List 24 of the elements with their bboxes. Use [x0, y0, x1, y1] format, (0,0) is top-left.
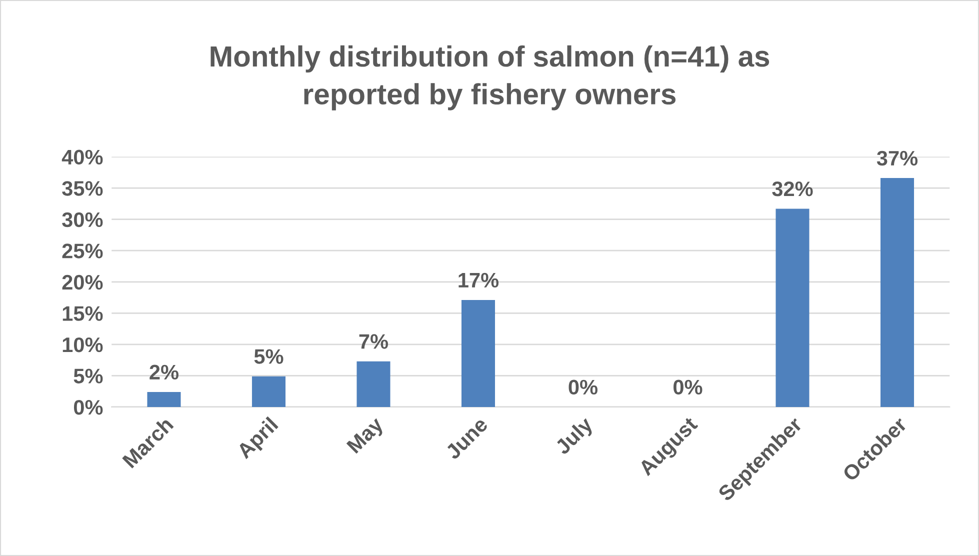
- data-label: 0%: [568, 380, 598, 395]
- y-tick-label: 30%: [62, 212, 103, 228]
- bar: [776, 208, 810, 407]
- y-tick-label: 5%: [74, 368, 103, 384]
- bar: [147, 392, 181, 407]
- y-tick-label: 40%: [62, 150, 103, 165]
- y-tick-label: 0%: [74, 400, 103, 415]
- bar: [356, 361, 390, 407]
- chart-title: Monthly distribution of salmon (n=41) as reported by fishery owners: [210, 45, 770, 110]
- data-label: 0%: [674, 380, 702, 395]
- y-tick-label: 10%: [62, 337, 103, 352]
- bar: [252, 376, 286, 407]
- data-label: 5%: [254, 349, 284, 364]
- data-label: 37%: [876, 150, 918, 166]
- y-tick-label: 25%: [62, 244, 103, 258]
- y-tick-label: 20%: [62, 274, 103, 290]
- bar: [880, 178, 914, 407]
- data-label: 2%: [150, 364, 178, 380]
- data-label: 7%: [359, 334, 388, 349]
- data-label: 32%: [772, 182, 813, 196]
- y-tick-label: 35%: [62, 181, 103, 196]
- y-tick-label: 15%: [62, 306, 103, 321]
- bar: [461, 300, 495, 407]
- data-label: 17%: [458, 272, 499, 288]
